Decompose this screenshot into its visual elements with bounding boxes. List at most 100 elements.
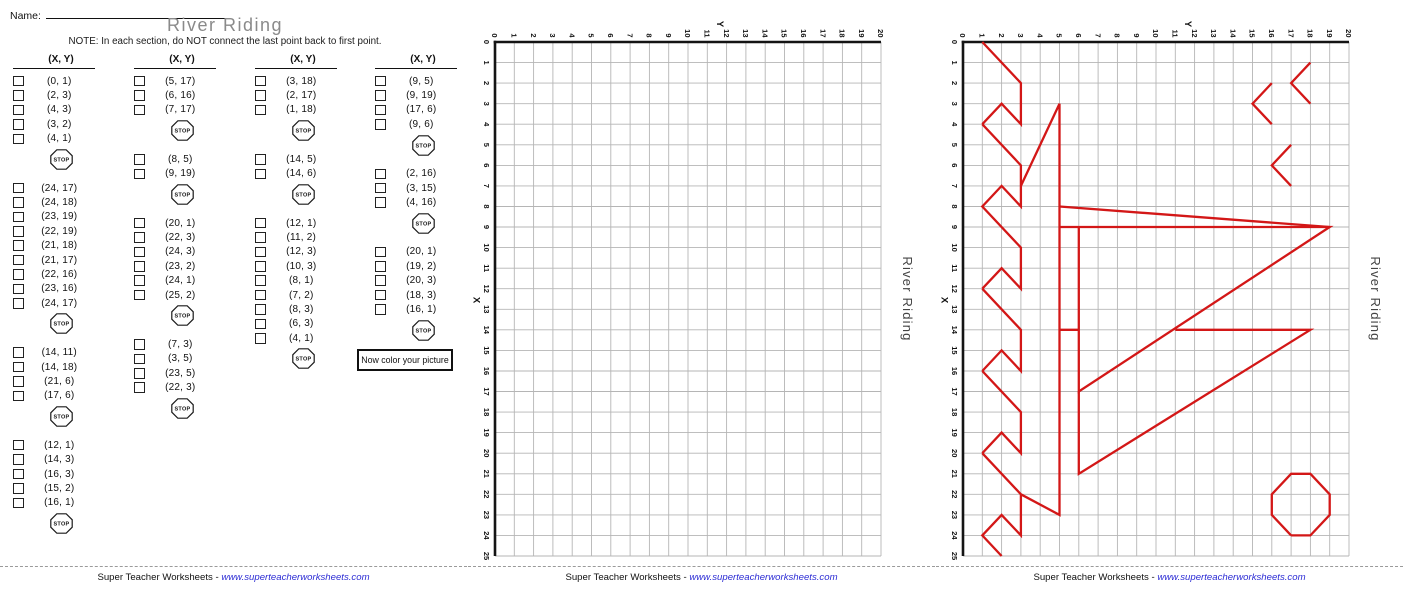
coordinate-row: (9, 19) (134, 167, 216, 181)
svg-text:12: 12 (722, 29, 731, 37)
coordinate-value: (9, 5) (408, 75, 434, 87)
point-checkbox[interactable] (375, 304, 386, 315)
point-checkbox[interactable] (134, 232, 145, 243)
point-checkbox[interactable] (255, 275, 266, 286)
point-checkbox[interactable] (13, 454, 24, 465)
point-checkbox[interactable] (255, 318, 266, 330)
point-checkbox[interactable] (13, 347, 24, 358)
point-checkbox[interactable] (134, 104, 145, 116)
point-checkbox[interactable] (134, 75, 145, 87)
point-checkbox[interactable] (13, 211, 24, 223)
point-checkbox[interactable] (255, 168, 266, 179)
footer-url-link[interactable]: www.superteacherworksheets.com (689, 572, 838, 583)
coordinate-row: (5, 17) (134, 74, 216, 88)
point-checkbox[interactable] (255, 246, 266, 258)
coordinate-value: (14, 11) (41, 347, 77, 359)
point-checkbox[interactable] (255, 304, 266, 315)
point-checkbox[interactable] (13, 483, 24, 494)
point-checkbox[interactable] (375, 75, 386, 87)
point-checkbox[interactable] (375, 197, 386, 208)
point-checkbox[interactable] (134, 368, 145, 379)
point-checkbox[interactable] (255, 261, 266, 272)
footer-url-link[interactable]: www.superteacherworksheets.com (221, 572, 370, 583)
point-checkbox[interactable] (13, 283, 24, 295)
answer-line-segment (1059, 205, 1330, 229)
point-checkbox[interactable] (134, 339, 145, 350)
point-checkbox[interactable] (375, 261, 386, 272)
point-checkbox[interactable] (255, 90, 266, 101)
name-row: Name: (10, 7, 226, 22)
point-checkbox[interactable] (13, 75, 24, 87)
point-checkbox[interactable] (375, 182, 386, 194)
coordinate-column-4: (X, Y) (9, 5) (9, 19) (17, 6) (9, 6) STOP (2, … (375, 54, 457, 352)
point-checkbox[interactable] (134, 382, 145, 393)
coordinate-value: (7, 17) (165, 104, 196, 116)
point-checkbox[interactable] (13, 133, 24, 144)
point-checkbox[interactable] (13, 119, 24, 130)
point-checkbox[interactable] (13, 226, 24, 237)
name-blank-line[interactable] (45, 7, 226, 19)
blank-grid-panel: 0 1 2 3 4 5 6 7 8 9 10 11 12 13 14 15 16 17 18 19 20 0 1 2 3 4 5 6 7… (468, 0, 935, 594)
point-checkbox[interactable] (255, 289, 266, 301)
svg-text:STOP: STOP (53, 322, 69, 328)
svg-text:STOP: STOP (174, 314, 190, 320)
point-checkbox[interactable] (13, 240, 24, 251)
point-checkbox[interactable] (255, 217, 266, 229)
point-checkbox[interactable] (13, 104, 24, 116)
point-checkbox[interactable] (13, 254, 24, 266)
point-checkbox[interactable] (13, 182, 24, 194)
point-checkbox[interactable] (375, 119, 386, 130)
point-checkbox[interactable] (13, 298, 24, 309)
stop-sign-icon: STOP (49, 149, 73, 170)
point-checkbox[interactable] (13, 361, 24, 373)
point-checkbox[interactable] (13, 468, 24, 480)
point-checkbox[interactable] (134, 261, 145, 272)
point-checkbox[interactable] (13, 376, 24, 387)
point-checkbox[interactable] (134, 246, 145, 258)
point-checkbox[interactable] (375, 246, 386, 258)
point-checkbox[interactable] (134, 154, 145, 165)
point-checkbox[interactable] (134, 289, 145, 301)
point-checkbox[interactable] (375, 289, 386, 301)
point-checkbox[interactable] (255, 232, 266, 243)
point-checkbox[interactable] (255, 104, 266, 116)
svg-text:21: 21 (950, 470, 959, 478)
point-checkbox[interactable] (13, 269, 24, 280)
point-checkbox[interactable] (375, 104, 386, 116)
point-checkbox[interactable] (13, 390, 24, 402)
point-checkbox[interactable] (375, 168, 386, 179)
coordinate-value: (12, 3) (286, 246, 317, 258)
point-checkbox[interactable] (255, 333, 266, 344)
point-checkbox[interactable] (375, 275, 386, 286)
svg-text:20: 20 (1344, 29, 1353, 37)
point-checkbox[interactable] (375, 90, 386, 101)
color-instruction-label: Now color your picture (361, 355, 449, 365)
side-title: River Riding (900, 256, 915, 341)
svg-text:2: 2 (529, 33, 538, 37)
point-checkbox[interactable] (134, 217, 145, 229)
point-checkbox[interactable] (255, 75, 266, 87)
point-checkbox[interactable] (13, 439, 24, 451)
coordinate-value: (7, 3) (167, 338, 193, 350)
point-checkbox[interactable] (255, 154, 266, 165)
coordinate-row: (1, 18) (255, 103, 337, 117)
svg-text:7: 7 (482, 184, 491, 188)
stop-sign-row: STOP (255, 184, 337, 205)
column-header: (X, Y) (13, 54, 95, 69)
stop-sign-icon: STOP (170, 184, 194, 205)
coordinate-row: (17, 6) (375, 103, 457, 117)
blank-coordinate-grid[interactable]: 0 1 2 3 4 5 6 7 8 9 10 11 12 13 14 15 16 17 18 19 2001234567… (468, 0, 935, 566)
point-checkbox[interactable] (134, 275, 145, 286)
svg-text:19: 19 (482, 428, 491, 436)
footer-url-link[interactable]: www.superteacherworksheets.com (1157, 572, 1306, 583)
point-checkbox[interactable] (134, 90, 145, 101)
coordinate-row: (14, 5) (255, 152, 337, 166)
point-checkbox[interactable] (134, 168, 145, 179)
point-checkbox[interactable] (13, 497, 24, 509)
coordinate-value: (16, 1) (44, 497, 75, 509)
point-checkbox[interactable] (134, 353, 145, 365)
point-checkbox[interactable] (13, 197, 24, 208)
point-checkbox[interactable] (13, 90, 24, 101)
tick-labels: 0 1 2 3 4 5 6 7 8 9 10 11 12 13 14 15 16 17 18 19 2001234567… (950, 29, 1353, 560)
